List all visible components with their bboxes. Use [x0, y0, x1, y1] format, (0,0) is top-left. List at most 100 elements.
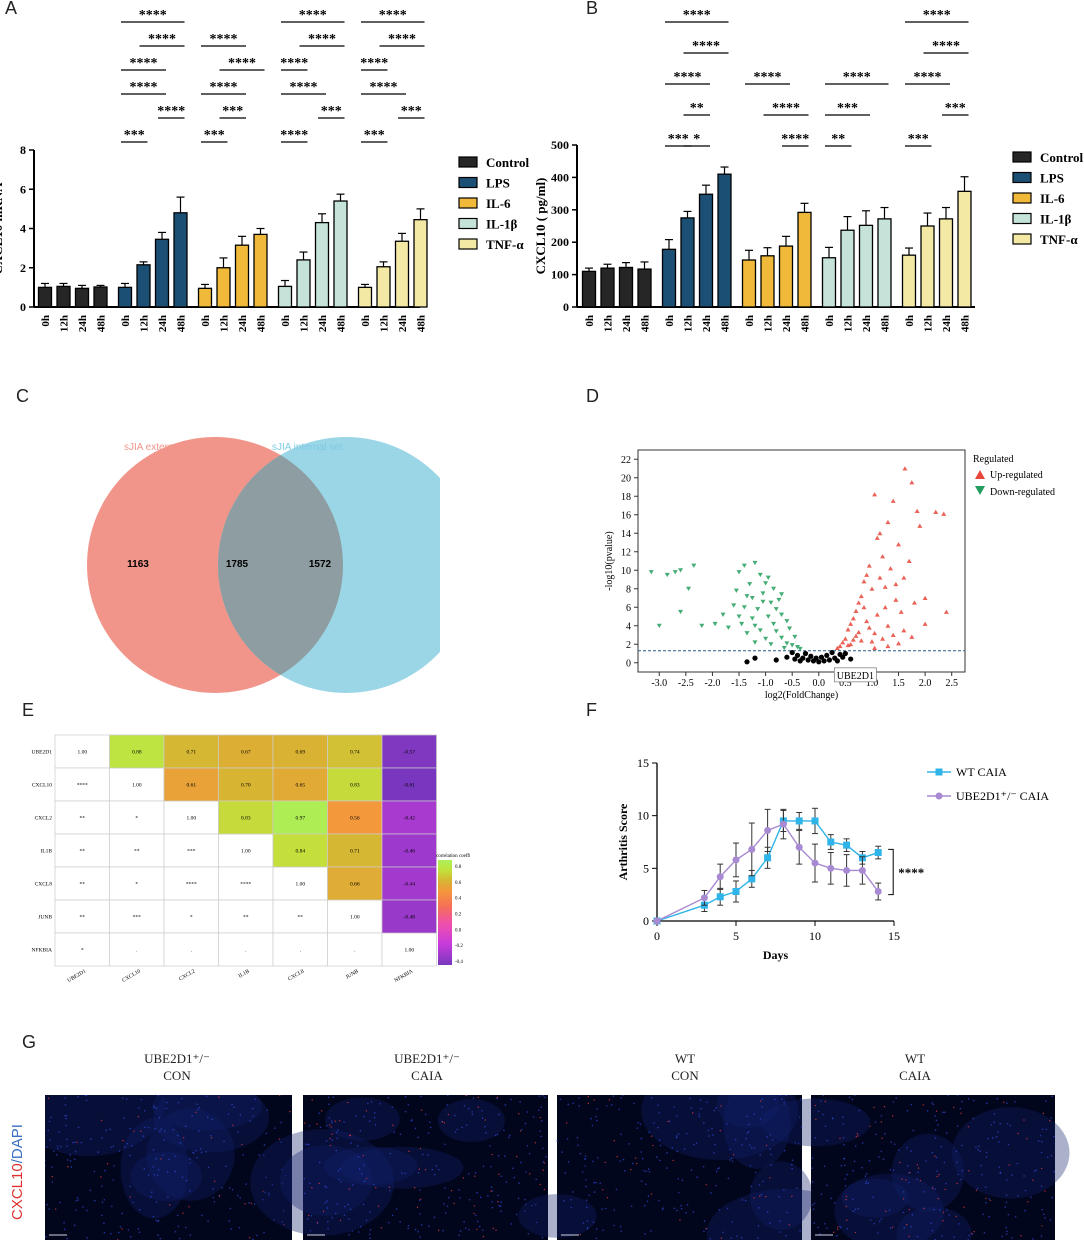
dapi-speck — [882, 1158, 885, 1160]
x-tick-label: 48h — [416, 315, 428, 332]
cxcl10-speck — [347, 1101, 349, 1104]
dapi-speck — [944, 1111, 946, 1114]
heatmap-col-label: JUNB — [345, 968, 360, 980]
dapi-region — [250, 1129, 395, 1236]
cxcl10-speck — [667, 1120, 669, 1123]
colorbar-tick: 0.0 — [455, 928, 462, 933]
dapi-speck — [1005, 1178, 1008, 1181]
dapi-speck — [357, 1155, 360, 1158]
cxcl10-speck — [587, 1095, 589, 1098]
dapi-speck — [66, 1145, 68, 1147]
dapi-speck — [906, 1165, 909, 1167]
up-point — [877, 530, 883, 536]
cxcl10-speck — [47, 1097, 50, 1100]
cxcl10-speck — [316, 1221, 319, 1224]
heatmap-col-label: CXCL10 — [121, 968, 142, 983]
dapi-speck — [727, 1177, 730, 1180]
x-tick-label: 12h — [219, 315, 231, 332]
cxcl10-speck — [975, 1189, 978, 1192]
dapi-region — [952, 1107, 1070, 1199]
dapi-speck — [266, 1109, 269, 1112]
x-tick-label: 24h — [157, 315, 169, 332]
dapi-speck — [668, 1120, 671, 1122]
cxcl10-speck — [496, 1096, 499, 1099]
dapi-speck — [395, 1208, 398, 1210]
bar — [600, 267, 615, 308]
x-tick-label: 24h — [941, 315, 953, 332]
dapi-speck — [1017, 1194, 1019, 1197]
up-point — [877, 575, 883, 580]
dapi-speck — [754, 1171, 757, 1174]
dapi-speck — [934, 1129, 937, 1131]
dapi-speck — [471, 1113, 474, 1116]
up-point — [856, 629, 862, 635]
cxcl10-speck — [218, 1096, 220, 1098]
x-tick-label: 12h — [923, 315, 935, 332]
dapi-speck — [481, 1109, 483, 1112]
dapi-speck — [941, 1235, 943, 1237]
cxcl10-speck — [759, 1195, 761, 1197]
dapi-speck — [689, 1097, 691, 1100]
dapi-speck — [512, 1167, 514, 1170]
dapi-speck — [824, 1125, 827, 1128]
cxcl10-speck — [955, 1215, 957, 1218]
cxcl10-stain-label: CXCL10 — [9, 1163, 26, 1220]
dapi-speck — [957, 1223, 960, 1225]
cxcl10-speck — [769, 1177, 771, 1179]
dapi-speck — [561, 1151, 563, 1153]
significance-label: **** — [923, 8, 951, 23]
cxcl10-speck — [905, 1223, 908, 1226]
dapi-speck — [937, 1124, 939, 1126]
dapi-speck — [463, 1104, 466, 1107]
dapi-speck — [619, 1160, 622, 1162]
dapi-speck — [975, 1146, 977, 1149]
dapi-speck — [167, 1196, 169, 1198]
cxcl10-speck — [121, 1228, 123, 1230]
dapi-speck — [902, 1211, 905, 1214]
dapi-speck — [110, 1232, 112, 1235]
legend-swatch — [458, 176, 478, 189]
up-point — [866, 625, 872, 630]
heatmap-col-label: CXCL8 — [287, 968, 305, 982]
dapi-speck — [357, 1231, 360, 1233]
dapi-speck — [225, 1165, 227, 1168]
x-tick-label: 12h — [763, 315, 775, 332]
highlight-label: UBE2D1 — [837, 671, 874, 682]
down-point — [784, 641, 790, 646]
dapi-region — [45, 1095, 166, 1157]
heatmap-cell — [272, 866, 328, 901]
dapi-speck — [637, 1121, 640, 1124]
cxcl10-speck — [963, 1206, 965, 1208]
dapi-region — [279, 1145, 373, 1216]
heatmap-significance: * — [135, 816, 138, 822]
dapi-speck — [934, 1188, 936, 1190]
dapi-speck — [153, 1106, 155, 1109]
dapi-speck — [993, 1112, 996, 1115]
plot-frame — [637, 449, 966, 673]
dapi-speck — [464, 1227, 467, 1230]
x-tick-label: -3.0 — [651, 678, 667, 689]
cxcl10-speck — [901, 1178, 903, 1180]
heatmap-cell — [54, 833, 110, 868]
significance-label: **** — [280, 128, 308, 143]
dapi-speck — [253, 1203, 256, 1205]
cxcl10-speck — [307, 1214, 310, 1217]
x-tick-label: 24h — [77, 315, 89, 332]
colorbar-tick: 0.4 — [455, 897, 462, 902]
bar — [901, 254, 917, 308]
dapi-speck — [843, 1143, 845, 1146]
x-tick-label: 0h — [904, 315, 916, 327]
dapi-speck — [46, 1203, 48, 1206]
dapi-speck — [596, 1108, 598, 1110]
colorbar-tick: 0.2 — [455, 913, 462, 918]
dapi-speck — [519, 1101, 521, 1103]
dapi-speck — [228, 1220, 231, 1222]
dapi-speck — [101, 1201, 104, 1204]
dapi-speck — [876, 1232, 879, 1234]
dapi-region — [518, 1194, 597, 1238]
dapi-speck — [945, 1132, 948, 1134]
dapi-speck — [335, 1131, 338, 1134]
ns-point — [789, 649, 795, 656]
dapi-speck — [337, 1170, 340, 1172]
dapi-speck — [1024, 1209, 1026, 1212]
